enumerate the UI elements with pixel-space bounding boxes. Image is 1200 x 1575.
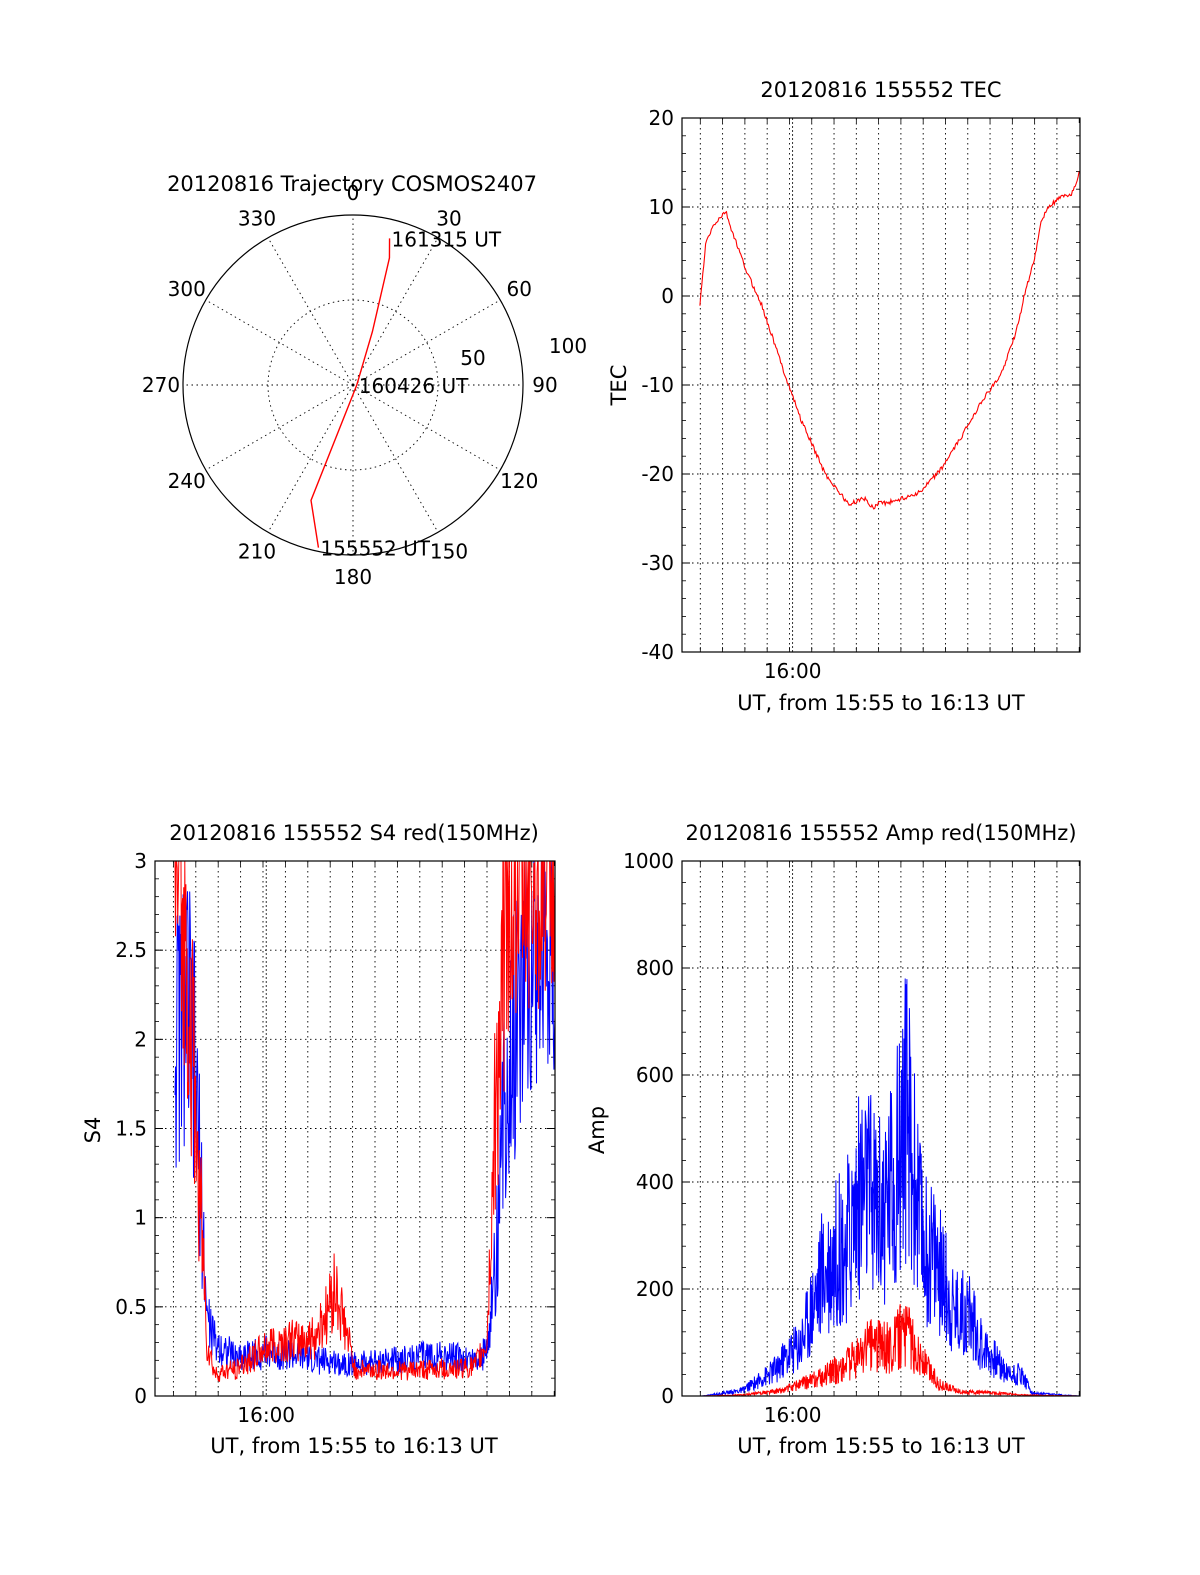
s4-panel: 20120816 155552 S4 red(150MHz) UT, from …: [81, 821, 556, 1458]
polar-angle-label: 60: [507, 277, 532, 301]
polar-outer-ring: [182, 214, 524, 556]
tec-xlabel: UT, from 15:55 to 16:13 UT: [737, 691, 1025, 715]
amp-xlabel: UT, from 15:55 to 16:13 UT: [737, 1434, 1025, 1458]
trajectory-time-label: 160426 UT: [359, 374, 469, 398]
y-tick-label: 3: [134, 849, 147, 873]
polar-spoke: [267, 384, 354, 533]
y-tick-label: 0.5: [115, 1295, 147, 1319]
y-tick-label: 0: [134, 1384, 147, 1408]
tec-ylabel: TEC: [607, 365, 631, 407]
polar-angle-label: 270: [142, 373, 180, 397]
y-tick-label: 1.5: [115, 1117, 147, 1141]
tec-title: 20120816 155552 TEC: [760, 78, 1001, 102]
polar-angle-label: 120: [500, 469, 538, 493]
y-tick-label: 20: [649, 106, 674, 130]
s4-ylabel: S4: [81, 1117, 105, 1144]
y-tick-label: 400: [636, 1170, 674, 1194]
y-tick-label: 200: [636, 1277, 674, 1301]
x-tick-label: 16:00: [764, 659, 822, 683]
polar-radius-label: 50: [460, 346, 485, 370]
amp-panel: 20120816 155552 Amp red(150MHz) UT, from…: [585, 821, 1081, 1458]
s4-title: 20120816 155552 S4 red(150MHz): [169, 821, 539, 845]
polar-spoke: [352, 299, 501, 386]
polar-radius-label: 100: [549, 334, 587, 358]
polar-angle-label: 330: [238, 207, 276, 231]
series-line: [174, 860, 556, 1382]
y-tick-label: 0: [661, 284, 674, 308]
amp-ylabel: Amp: [585, 1106, 609, 1154]
y-tick-label: 800: [636, 956, 674, 980]
y-tick-label: 2.5: [115, 938, 147, 962]
polar-spoke: [205, 299, 354, 386]
series-line: [701, 978, 1080, 1397]
series-line: [701, 1304, 1080, 1397]
s4-xlabel: UT, from 15:55 to 16:13 UT: [210, 1434, 498, 1458]
polar-title: 20120816 Trajectory COSMOS2407: [167, 172, 537, 196]
polar-angle-label: 300: [168, 277, 206, 301]
polar-spoke: [205, 384, 354, 471]
y-tick-label: -10: [641, 373, 674, 397]
polar-angle-label: 180: [334, 565, 372, 589]
polar-angle-label: 0: [347, 181, 360, 205]
polar-angle-label: 210: [238, 539, 276, 563]
polar-trajectory-panel: 20120816 Trajectory COSMOS2407 0 30 60 90 12…: [142, 172, 587, 589]
polar-angle-label: 90: [532, 373, 557, 397]
amp-title: 20120816 155552 Amp red(150MHz): [685, 821, 1076, 845]
y-tick-label: 1000: [623, 849, 674, 873]
trajectory-time-label: 161315 UT: [392, 227, 502, 251]
polar-angle-label: 150: [430, 539, 468, 563]
polar-spoke: [352, 384, 439, 533]
y-tick-label: 600: [636, 1063, 674, 1087]
plot-frame: [681, 860, 1081, 1397]
series-line: [699, 171, 1081, 510]
trajectory-line: [310, 238, 391, 548]
y-tick-label: 2: [134, 1027, 147, 1051]
x-tick-label: 16:00: [237, 1403, 295, 1427]
x-tick-label: 16:00: [764, 1403, 822, 1427]
polar-spoke: [267, 237, 354, 386]
y-tick-label: 10: [649, 195, 674, 219]
polar-angle-label: 240: [168, 469, 206, 493]
y-tick-label: -40: [641, 640, 674, 664]
polar-spoke: [352, 384, 501, 471]
plot-frame: [154, 860, 556, 1397]
trajectory-time-label: 155552 UT: [320, 537, 430, 561]
y-tick-label: 0: [661, 1384, 674, 1408]
y-tick-label: 1: [134, 1206, 147, 1230]
y-tick-label: -20: [641, 462, 674, 486]
tec-panel: 20120816 155552 TEC UT, from 15:55 to 16…: [607, 78, 1081, 715]
polar-angle-label: 30: [436, 207, 461, 231]
y-tick-label: -30: [641, 551, 674, 575]
plot-frame: [681, 117, 1081, 653]
polar-spoke: [352, 237, 439, 386]
